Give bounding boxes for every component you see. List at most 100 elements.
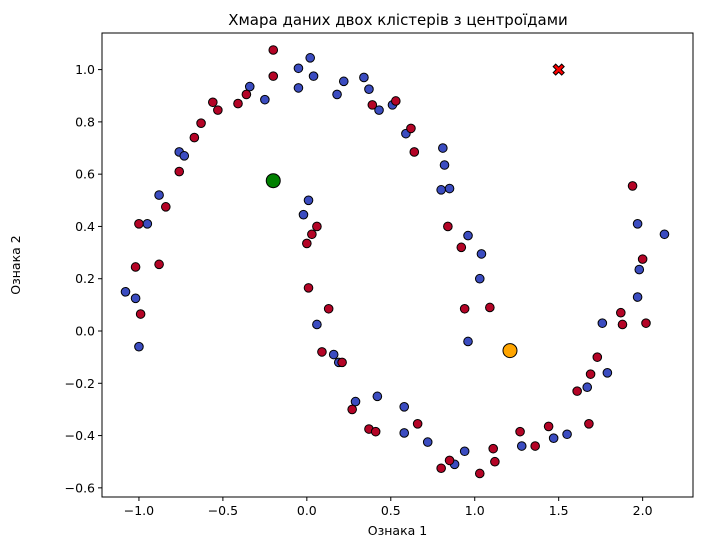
data-point-red	[391, 96, 401, 106]
data-point-red	[161, 202, 171, 212]
data-point-blue	[463, 230, 473, 241]
data-point-blue	[422, 437, 433, 447]
data-point-red	[409, 147, 420, 157]
x-tick-label: −0.5	[208, 503, 238, 518]
y-tick-label: 1.0	[75, 62, 95, 77]
data-point-red	[189, 132, 200, 143]
data-point-red	[617, 319, 628, 330]
data-point-blue	[308, 71, 319, 81]
data-point-blue	[516, 441, 527, 451]
centroid-2	[502, 343, 518, 359]
data-point-red	[641, 318, 651, 328]
data-point-blue	[582, 382, 593, 393]
data-point-blue	[602, 368, 613, 378]
data-point-blue	[142, 219, 153, 229]
centroid-1	[265, 173, 281, 189]
data-point-red	[406, 123, 416, 134]
data-point-blue	[459, 446, 470, 457]
data-point-red	[436, 463, 446, 474]
data-point-blue	[548, 433, 559, 443]
data-point-red	[241, 89, 252, 100]
data-point-blue	[659, 229, 670, 240]
data-point-red	[347, 404, 357, 415]
data-point-red	[317, 347, 327, 357]
data-point-red	[233, 98, 243, 109]
data-point-red	[268, 45, 279, 55]
y-tick-label: 0.6	[75, 167, 95, 182]
y-tick-label: 0.0	[75, 324, 95, 339]
data-point-blue	[120, 286, 131, 297]
data-point-red	[488, 443, 499, 454]
data-point-blue	[312, 319, 322, 330]
data-point-blue	[372, 391, 383, 402]
data-point-red	[134, 219, 144, 229]
data-point-red	[323, 303, 334, 314]
data-point-red	[474, 468, 485, 479]
y-tick-label: 0.8	[75, 114, 95, 129]
y-tick-label: −0.2	[65, 376, 95, 391]
x-tick-label: 1.5	[549, 503, 569, 518]
data-point-red	[412, 419, 423, 429]
data-point-red	[585, 369, 596, 379]
y-tick-label: 0.2	[75, 271, 95, 286]
data-point-blue	[338, 76, 349, 87]
data-point-red	[367, 100, 378, 110]
data-point-blue	[632, 292, 643, 302]
data-point-blue	[364, 84, 374, 95]
data-point-blue	[305, 53, 315, 63]
data-point-red	[302, 238, 312, 249]
data-point-blue	[332, 89, 342, 100]
axis-ticks: −1.0 −0.5 0.0 0.5 1.0 1.5 2.0 −0.6 −0.4 −0.2 0.0 0.…	[65, 62, 653, 518]
y-tick-label: −0.6	[65, 480, 95, 495]
data-point-red	[485, 302, 495, 313]
data-point-blue	[303, 195, 314, 206]
data-point-red	[543, 421, 554, 432]
x-tick-label: 1.0	[465, 503, 485, 518]
data-point-blue	[374, 105, 384, 115]
plot-frame	[101, 32, 694, 498]
data-point-red	[627, 181, 638, 191]
x-axis-label: Ознака 1	[368, 523, 427, 538]
data-point-blue	[444, 183, 455, 194]
y-tick-label: −0.4	[65, 428, 95, 443]
data-point-red	[307, 229, 317, 240]
data-point-red	[444, 455, 455, 466]
x-marker-1	[552, 63, 565, 76]
data-point-red	[592, 352, 603, 362]
data-point-blue	[399, 428, 410, 438]
data-point-red	[196, 118, 206, 128]
data-point-blue	[350, 396, 361, 407]
data-point-red	[135, 309, 146, 319]
x-tick-label: −1.0	[124, 503, 154, 518]
data-point-red	[154, 259, 164, 270]
data-point-blue	[562, 429, 572, 440]
data-point-blue	[244, 81, 255, 92]
data-point-blue	[154, 190, 164, 200]
y-axis-label: Ознака 2	[8, 235, 23, 294]
data-point-red	[459, 303, 470, 314]
data-point-blue	[439, 160, 450, 170]
data-point-blue	[474, 273, 485, 284]
data-point-blue	[634, 264, 645, 275]
centroids-and-markers	[265, 63, 565, 359]
data-point-red	[443, 221, 453, 232]
data-point-red	[370, 426, 381, 437]
data-point-blue	[328, 349, 339, 360]
data-point-blue	[632, 219, 643, 229]
data-point-blue	[359, 72, 369, 83]
data-point-red	[572, 386, 582, 396]
chart-title: Хмара даних двох клістерів з центроїдами	[228, 11, 568, 29]
data-point-red	[616, 307, 626, 318]
x-tick-label: 2.0	[633, 503, 653, 518]
data-point-blue	[463, 336, 473, 347]
data-point-blue	[293, 83, 304, 93]
data-point-blue	[179, 151, 190, 161]
data-point-red	[208, 97, 218, 108]
data-point-blue	[476, 249, 487, 259]
data-point-red	[515, 426, 525, 437]
data-point-red	[303, 283, 314, 293]
data-point-blue	[293, 63, 304, 74]
data-point-red	[530, 441, 540, 451]
data-point-blue	[597, 318, 608, 328]
